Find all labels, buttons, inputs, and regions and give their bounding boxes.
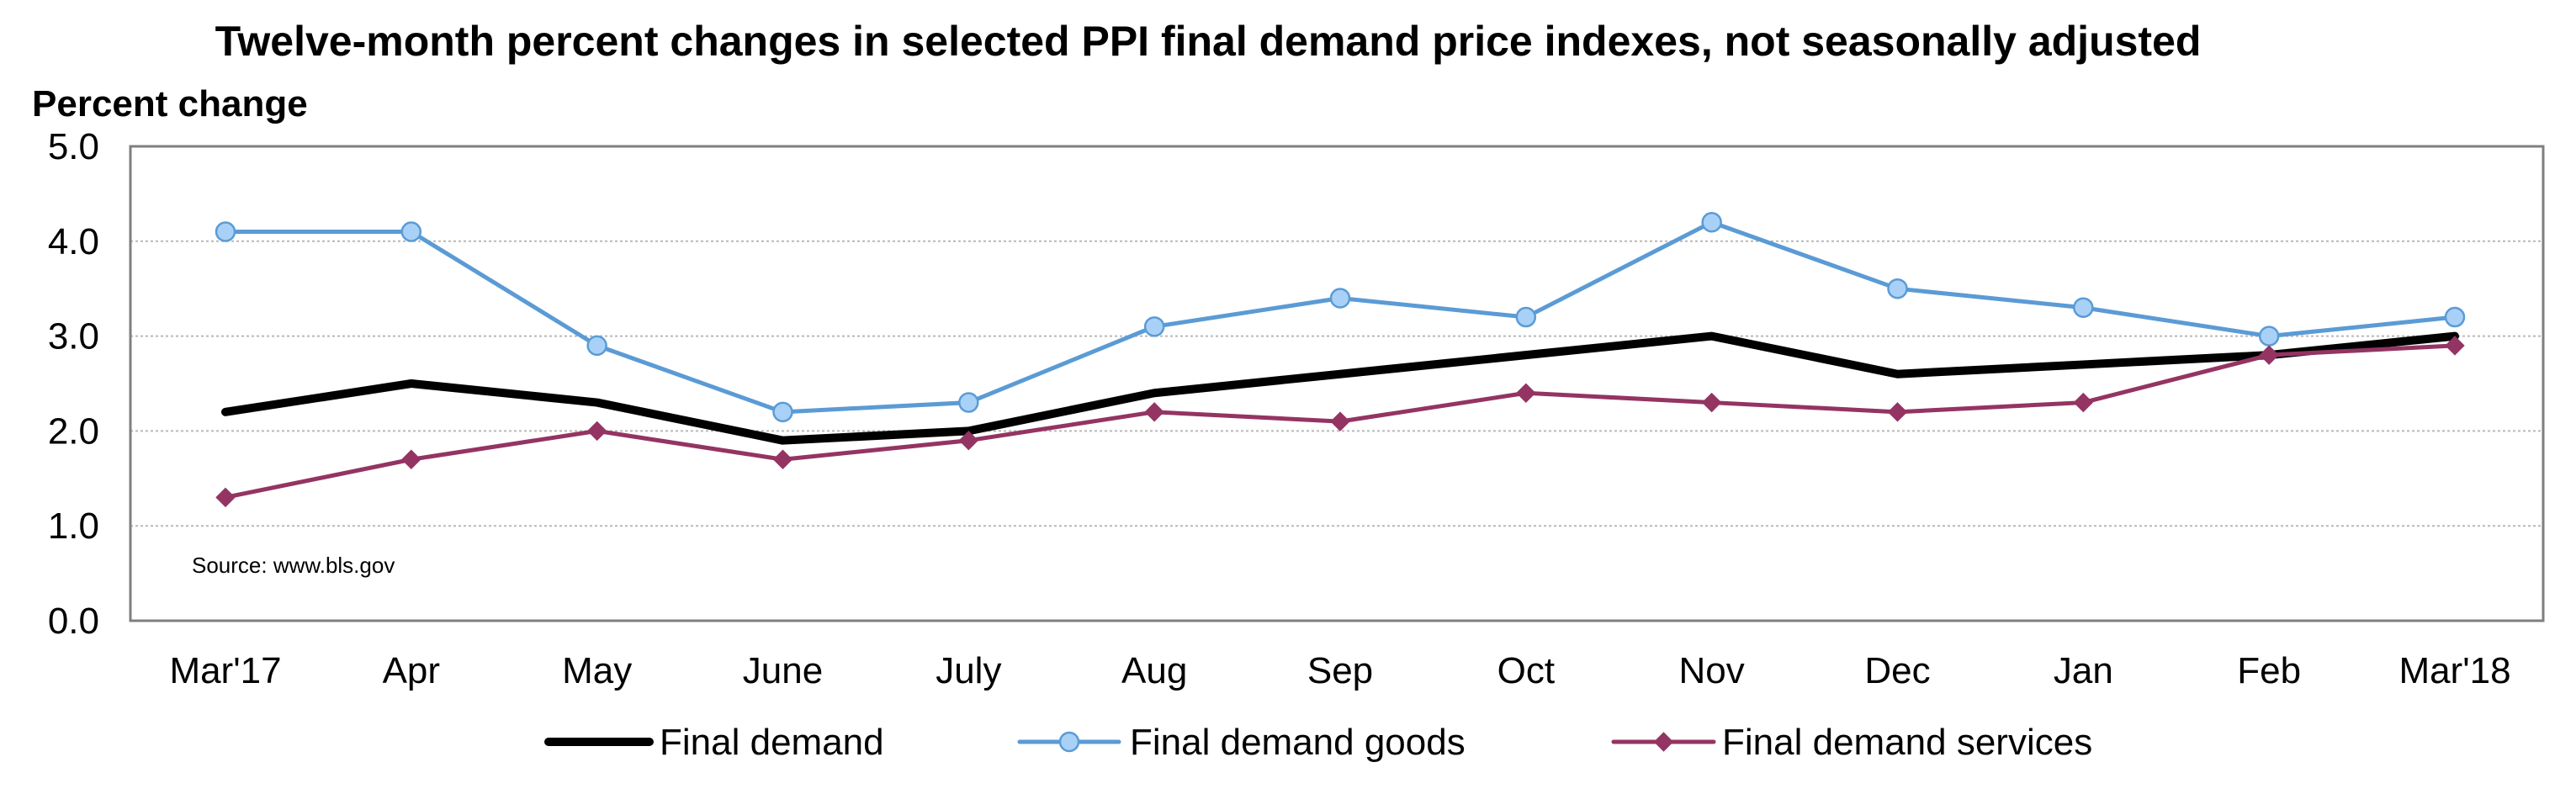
data-point (400, 221, 422, 242)
data-point (772, 401, 793, 423)
x-tick-label: Apr (383, 650, 440, 691)
legend-label: Final demand services (1722, 722, 2092, 763)
legend-item: Final demand goods (1017, 722, 1466, 763)
data-point (2445, 336, 2465, 356)
series-line (223, 220, 2457, 415)
data-point (215, 221, 236, 242)
x-tick-label: Mar'18 (2398, 650, 2510, 691)
x-tick-label: June (743, 650, 823, 691)
chart-title: Twelve-month percent changes in selected… (215, 18, 2202, 65)
data-point (586, 335, 607, 357)
series-0 (221, 331, 2459, 445)
data-point (1144, 402, 1164, 422)
x-tick-label: Dec (1864, 650, 1930, 691)
data-point (1330, 411, 1350, 431)
legend-label: Final demand (660, 722, 884, 763)
data-point (1515, 306, 1537, 328)
legend-marker (1653, 732, 1674, 752)
x-tick-label: Oct (1497, 650, 1555, 691)
y-tick-label: 1.0 (48, 506, 99, 547)
data-point (1887, 402, 1908, 422)
x-tick-label: Nov (1679, 650, 1745, 691)
data-point (958, 430, 979, 451)
y-tick-label: 0.0 (48, 601, 99, 642)
data-point (401, 449, 421, 469)
x-tick-label: Feb (2237, 650, 2301, 691)
data-point (586, 421, 607, 442)
data-point (1516, 383, 1536, 403)
data-point (1143, 316, 1165, 337)
x-tick-label: July (936, 650, 1001, 691)
series-2 (215, 336, 2465, 508)
y-tick-label: 2.0 (48, 410, 99, 452)
data-point (958, 392, 979, 413)
data-point (2073, 392, 2094, 413)
plot-area-frame (129, 145, 2545, 622)
series-line (221, 331, 2459, 445)
data-point (215, 487, 236, 508)
x-axis-ticks: Mar'17 Apr May June July Aug Sep Oct Nov Dec Jan Fe… (169, 650, 2510, 691)
legend: Final demand Final demand goods Final dema… (544, 722, 2092, 763)
x-tick-label: May (562, 650, 632, 691)
y-axis-ticks: 0.0 1.0 2.0 3.0 4.0 5.0 (48, 126, 99, 642)
data-point (2259, 345, 2279, 365)
data-point (1329, 288, 1351, 309)
legend-item: Final demand (544, 722, 884, 763)
y-tick-label: 3.0 (48, 316, 99, 357)
data-point (1701, 211, 1722, 233)
legend-marker (1058, 731, 1080, 753)
x-tick-label: Aug (1121, 650, 1187, 691)
gridlines (130, 240, 2543, 527)
data-point (2073, 297, 2094, 319)
data-point (2258, 326, 2280, 347)
series-lines (215, 211, 2466, 508)
x-tick-label: Sep (1307, 650, 1373, 691)
x-tick-label: Mar'17 (169, 650, 281, 691)
data-point (1701, 392, 1722, 413)
x-tick-label: Jan (2054, 650, 2113, 691)
y-tick-label: 5.0 (48, 126, 99, 167)
y-axis-label: Percent change (32, 83, 308, 124)
data-point (2444, 306, 2466, 328)
series-1 (215, 211, 2466, 423)
data-point (772, 449, 793, 469)
source-note: Source: www.bls.gov (192, 553, 395, 578)
data-point (1887, 278, 1908, 299)
legend-label: Final demand goods (1130, 722, 1466, 763)
legend-item: Final demand services (1611, 722, 2092, 763)
y-tick-label: 4.0 (48, 221, 99, 262)
